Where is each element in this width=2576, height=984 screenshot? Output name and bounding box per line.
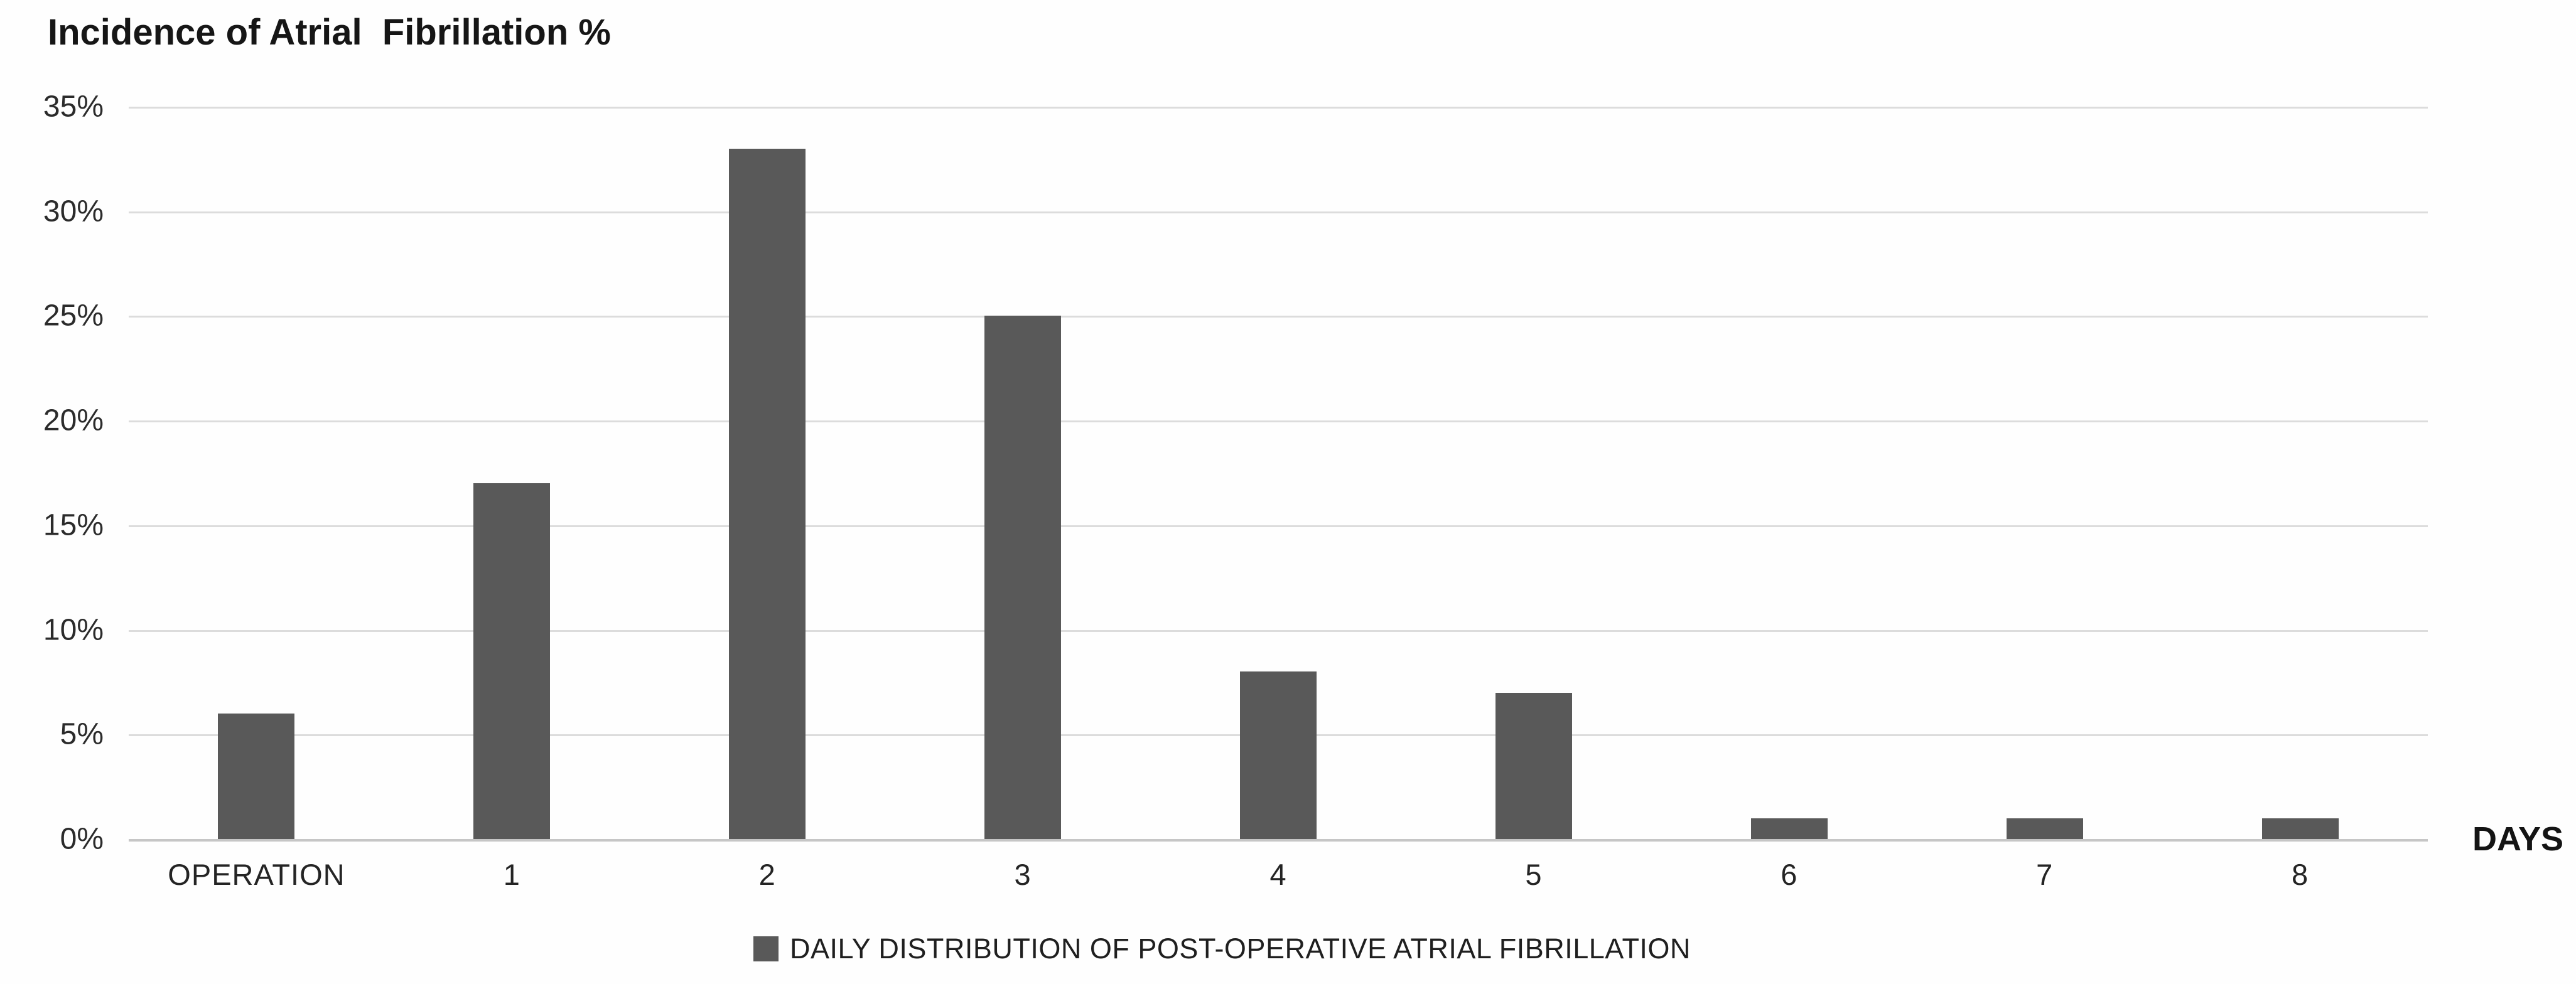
bar-slot [1151, 107, 1406, 839]
bar-6 [1750, 818, 1828, 839]
bar-operation [218, 713, 295, 839]
x-axis-title: DAYS [2472, 820, 2564, 858]
legend: DAILY DISTRIBUTION OF POST-OPERATIVE ATR… [753, 933, 1691, 965]
y-tick-label: 25% [43, 299, 104, 333]
bar-8 [2261, 818, 2339, 839]
bar-slot [895, 107, 1151, 839]
bar-slot [640, 107, 895, 839]
gridline [129, 420, 2428, 423]
x-axis-labels: OPERATION 1 2 3 4 5 6 7 8 [129, 857, 2428, 892]
x-tick-label: 6 [1781, 858, 1798, 891]
x-tick-label: 2 [758, 858, 776, 891]
bar-7 [2006, 818, 2083, 839]
x-tick-label: 7 [2036, 858, 2054, 891]
plot-area [129, 107, 2428, 842]
gridline [129, 316, 2428, 318]
bar-2 [729, 148, 806, 839]
x-tick-label: 8 [2292, 858, 2309, 891]
bar-series [129, 107, 2428, 839]
x-tick-label: 5 [1525, 858, 1543, 891]
legend-square-icon [753, 936, 779, 961]
gridline [129, 629, 2428, 632]
bar-1 [473, 483, 551, 839]
y-tick-label: 15% [43, 508, 104, 542]
bar-5 [1495, 692, 1572, 839]
x-tick-label: 1 [503, 858, 520, 891]
y-tick-label: 20% [43, 404, 104, 437]
x-tick-label: 4 [1269, 858, 1287, 891]
chart-title: Incidence of Atrial Fibrillation % [48, 12, 611, 53]
bar-4 [1239, 671, 1317, 839]
gridline [129, 107, 2428, 109]
x-tick-label: 3 [1014, 858, 1032, 891]
gridline [129, 525, 2428, 527]
y-tick-label: 35% [43, 90, 104, 124]
y-tick-label: 5% [60, 717, 104, 751]
legend-label: DAILY DISTRIBUTION OF POST-OPERATIVE ATR… [790, 933, 1691, 965]
y-axis-labels: 35% 30% 25% 20% 15% 10% 5% 0% [0, 90, 110, 856]
bar-3 [984, 316, 1062, 839]
bar-slot [1661, 107, 1917, 839]
bar-slot [1406, 107, 1661, 839]
bar-slot [2172, 107, 2428, 839]
bar-slot [129, 107, 384, 839]
bar-slot [1917, 107, 2172, 839]
gridline [129, 211, 2428, 213]
y-tick-label: 0% [60, 822, 104, 856]
y-tick-label: 10% [43, 613, 104, 647]
bar-slot [384, 107, 640, 839]
y-tick-label: 30% [43, 195, 104, 228]
gridline [129, 839, 2428, 842]
x-tick-label: OPERATION [168, 858, 345, 891]
